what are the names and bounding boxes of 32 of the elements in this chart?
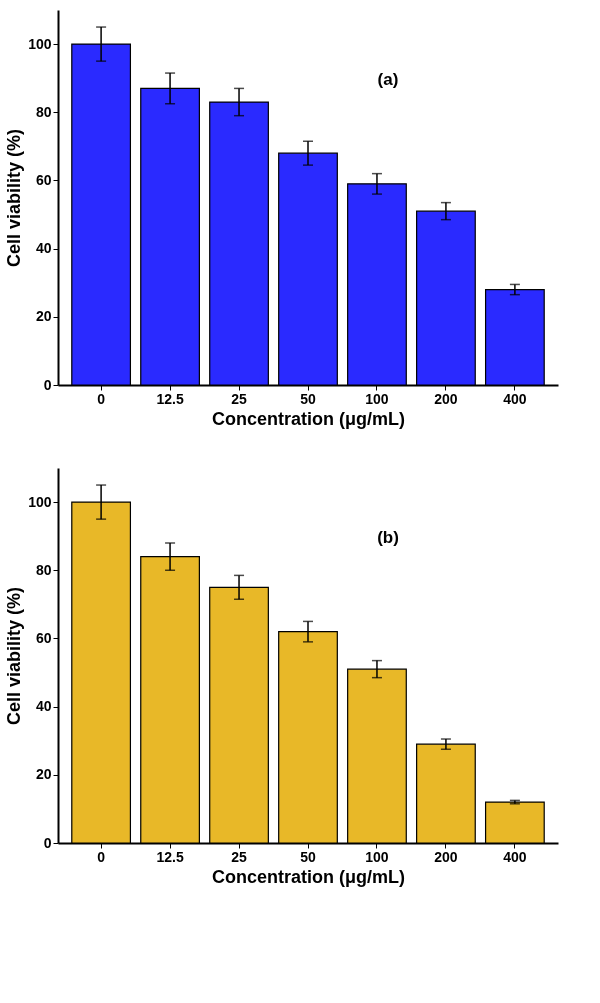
y-tick-label: 60	[35, 629, 52, 646]
x-tick-label: 50	[300, 848, 316, 865]
x-tick-label: 400	[503, 848, 527, 865]
y-tick-label: 80	[35, 103, 52, 120]
y-tick-label: 0	[43, 834, 52, 851]
y-tick-label: 100	[28, 493, 52, 510]
x-axis-title: Concentration (μg/mL)	[212, 408, 405, 429]
x-tick-label: 100	[365, 848, 389, 865]
x-tick-label: 400	[503, 390, 527, 407]
y-tick-label: 0	[43, 376, 52, 393]
x-tick-label: 200	[434, 848, 458, 865]
x-tick-label: 0	[97, 848, 106, 865]
x-tick-label: 0	[97, 390, 106, 407]
y-axis-title: Cell viability (%)	[4, 128, 25, 268]
x-tick-label: 100	[365, 390, 389, 407]
y-tick-label: 40	[35, 698, 52, 715]
y-tick-label: 20	[35, 766, 52, 783]
x-tick-label: 25	[231, 848, 248, 865]
x-tick-label: 25	[231, 390, 248, 407]
y-tick-label: 60	[35, 171, 52, 188]
y-tick-label: 40	[35, 240, 52, 257]
y-tick-label: 100	[28, 35, 52, 52]
y-tick-label: 20	[35, 308, 52, 325]
x-tick-label: 12.5	[156, 390, 184, 407]
annotation: (b)	[377, 528, 399, 547]
x-tick-label: 12.5	[156, 848, 184, 865]
annotation: (a)	[377, 70, 399, 89]
x-tick-label: 200	[434, 390, 458, 407]
x-axis-title: Concentration (μg/mL)	[212, 866, 405, 887]
x-tick-label: 50	[300, 390, 316, 407]
y-axis-title: Cell viability (%)	[4, 586, 25, 726]
y-tick-label: 80	[35, 561, 52, 578]
